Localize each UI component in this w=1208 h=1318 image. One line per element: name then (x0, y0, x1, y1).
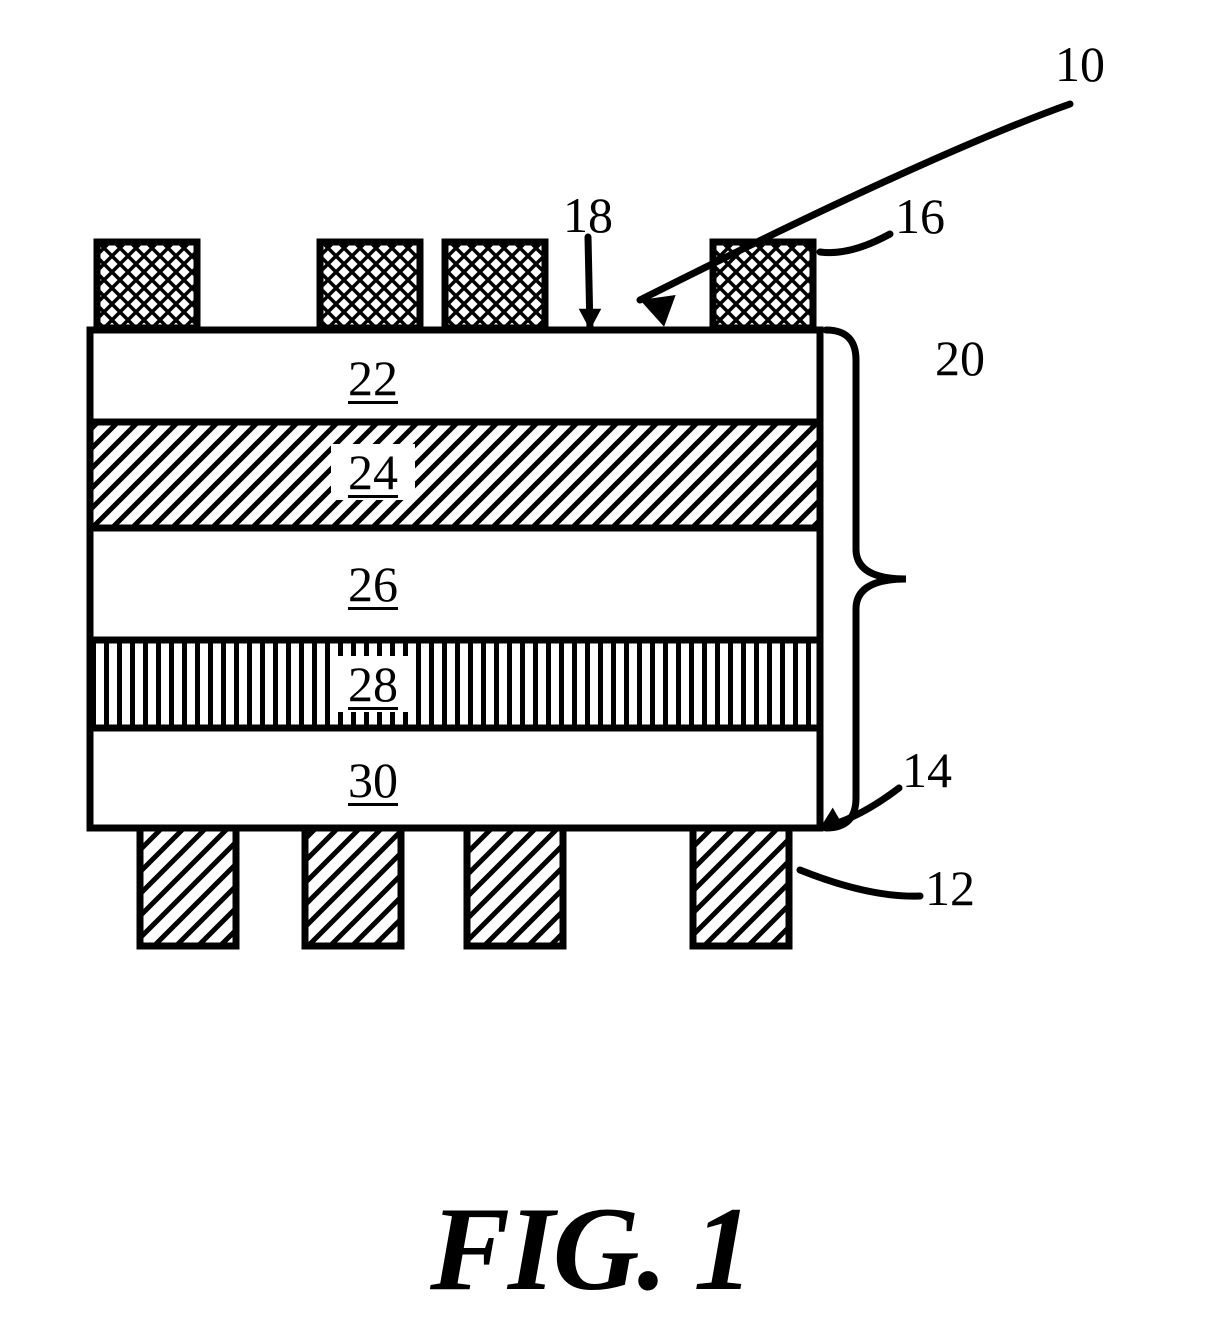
top-block-0 (97, 242, 197, 328)
layer-label-26: 26 (348, 555, 398, 613)
layer-30 (90, 728, 820, 828)
layer-26 (90, 528, 820, 640)
ref-14: 14 (902, 741, 952, 799)
layer-label-28: 28 (348, 655, 398, 713)
ref-16: 16 (895, 187, 945, 245)
ref-12: 12 (925, 859, 975, 917)
figure-stage: 2224262830101618201412 FIG. 1 (0, 0, 1208, 1296)
ref-10: 10 (1055, 35, 1105, 93)
top-block-1 (320, 242, 420, 328)
bottom-block-1 (305, 828, 401, 946)
layer-label-30: 30 (348, 751, 398, 809)
ref-20: 20 (935, 329, 985, 387)
ref-18: 18 (563, 186, 613, 244)
layer-24 (90, 422, 820, 528)
bottom-block-3 (693, 828, 789, 946)
layer-28 (90, 640, 820, 728)
layer-22 (90, 330, 820, 422)
bottom-block-0 (140, 828, 236, 946)
top-block-2 (445, 242, 545, 328)
bottom-block-2 (467, 828, 563, 946)
layer-label-24: 24 (348, 443, 398, 501)
layer-label-22: 22 (348, 349, 398, 407)
figure-title: FIG. 1 (430, 1180, 751, 1318)
